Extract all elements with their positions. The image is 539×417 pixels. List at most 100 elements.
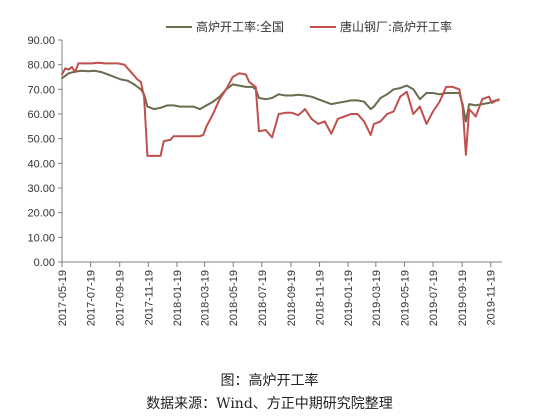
data-point: [258, 97, 260, 99]
data-point: [350, 113, 352, 115]
x-axis: 2017-05-19 2017-07-19 2017-09-19 2017-11-19…: [57, 261, 502, 326]
data-point: [392, 110, 395, 113]
data-point: [369, 134, 372, 136]
series-layer: [61, 61, 500, 157]
data-point: [379, 120, 382, 123]
series-2: [61, 61, 500, 157]
legend-label: 高炉开工率:全国: [196, 19, 284, 34]
data-point: [84, 62, 86, 65]
x-tick-label: 2017-07-19: [86, 270, 98, 326]
x-tick-label: 2018-07-19: [257, 270, 269, 326]
data-point: [419, 98, 421, 101]
data-point: [67, 68, 70, 71]
data-point: [356, 113, 359, 115]
data-point: [162, 140, 165, 143]
data-point: [373, 105, 375, 108]
y-tick-label: 10.00: [27, 232, 55, 244]
data-point: [93, 69, 96, 72]
data-point: [61, 77, 63, 80]
data-point: [386, 93, 388, 96]
data-point: [379, 97, 382, 99]
legend-label: 唐山钢厂:高炉开工率: [340, 19, 452, 34]
data-point: [146, 105, 149, 108]
data-point: [169, 139, 172, 141]
data-point: [271, 136, 273, 139]
data-point: [481, 98, 484, 101]
data-point: [350, 99, 352, 102]
data-point: [445, 92, 448, 94]
data-point: [87, 70, 90, 73]
data-point: [107, 73, 109, 76]
data-point: [64, 67, 67, 70]
data-point: [363, 100, 365, 103]
y-tick-label: 90.00: [27, 35, 55, 47]
data-point: [258, 130, 260, 133]
data-point: [103, 62, 106, 65]
data-point: [139, 81, 142, 83]
x-tick-label: 2019-05-19: [399, 270, 411, 326]
data-point: [245, 73, 247, 76]
data-point: [90, 62, 93, 65]
y-axis: 0.00 10.00 20.00 30.00 40.00 50.00 60.00 70.00 8…: [27, 35, 63, 269]
data-point: [468, 103, 471, 105]
data-point: [330, 132, 333, 135]
data-point: [343, 100, 346, 103]
y-tick-label: 70.00: [27, 84, 55, 96]
y-tick-label: 80.00: [27, 60, 55, 72]
data-point: [405, 84, 408, 87]
data-point: [123, 63, 126, 66]
data-point: [445, 86, 448, 88]
data-point: [438, 100, 441, 103]
data-point: [159, 155, 162, 157]
data-point: [465, 120, 467, 123]
data-point: [139, 88, 142, 91]
x-tick-label: 2017-09-19: [115, 270, 127, 326]
data-point: [205, 125, 208, 128]
data-point: [199, 108, 201, 110]
data-point: [491, 102, 493, 104]
data-point: [461, 105, 464, 108]
data-point: [192, 135, 195, 138]
data-source-note: 数据来源：Wind、方正中期研究院整理: [146, 396, 393, 412]
data-point: [77, 62, 80, 65]
x-tick-label: 2017-05-19: [57, 270, 69, 326]
data-point: [336, 118, 339, 120]
data-point: [323, 100, 326, 103]
data-point: [412, 88, 415, 91]
data-point: [291, 94, 293, 97]
data-point: [80, 69, 83, 72]
data-point: [179, 105, 182, 108]
x-tick-label: 2018-11-19: [315, 270, 327, 325]
data-point: [74, 71, 76, 73]
data-point: [304, 94, 306, 97]
data-point: [143, 95, 146, 98]
data-point: [238, 72, 241, 75]
legend-item: 唐山钢厂:高炉开工率: [310, 19, 452, 34]
y-tick-label: 30.00: [27, 183, 55, 195]
data-point: [465, 153, 467, 156]
y-tick-label: 0.00: [34, 257, 55, 269]
data-point: [172, 135, 175, 138]
y-tick-label: 50.00: [27, 134, 55, 146]
data-point: [284, 94, 287, 97]
y-tick-label: 40.00: [27, 158, 55, 170]
data-point: [130, 71, 132, 73]
series-line: [61, 61, 500, 157]
data-point: [185, 105, 188, 108]
data-point: [238, 84, 241, 87]
data-point: [291, 111, 293, 114]
legend-item: 高炉开工率:全国: [166, 19, 284, 34]
data-point: [231, 83, 234, 86]
data-point: [432, 92, 434, 94]
data-point: [172, 104, 175, 107]
chart-legend: 高炉开工率:全国 唐山钢厂:高炉开工率: [166, 19, 452, 34]
data-point: [399, 95, 402, 98]
data-point: [248, 81, 251, 83]
data-point: [474, 115, 477, 118]
data-point: [304, 108, 306, 110]
y-tick-label: 60.00: [27, 109, 55, 121]
figure-caption: 图：高炉开工率: [220, 373, 319, 389]
data-point: [419, 105, 421, 108]
data-point: [458, 88, 461, 91]
data-point: [166, 104, 169, 107]
